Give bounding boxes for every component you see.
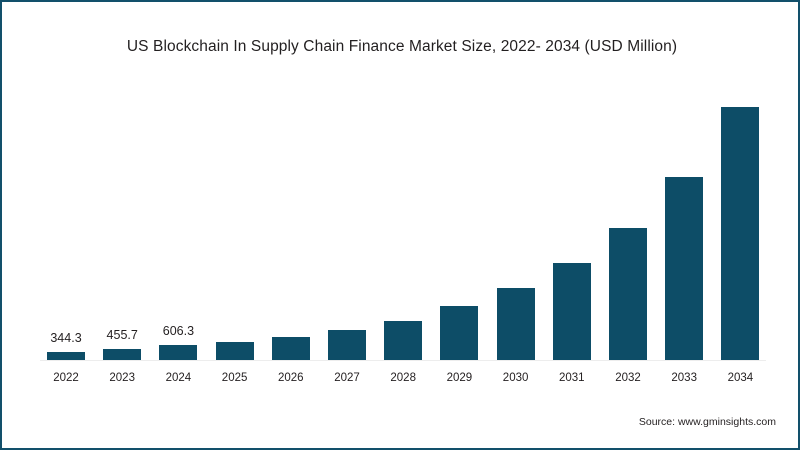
bar-column-2027[interactable] xyxy=(319,72,375,360)
bar-2024[interactable] xyxy=(159,345,198,360)
x-axis-label-2034: 2034 xyxy=(727,372,754,384)
bar-column-2029[interactable] xyxy=(431,72,487,360)
x-axis-label-2033: 2033 xyxy=(671,372,697,384)
bar-2023[interactable] xyxy=(103,349,142,360)
bar-column-2026[interactable] xyxy=(263,72,319,360)
x-axis-label-2029: 2029 xyxy=(446,372,473,384)
bar-column-2031[interactable] xyxy=(544,72,600,360)
bar-column-2022[interactable] xyxy=(38,72,94,360)
bar-column-2032[interactable] xyxy=(600,72,656,360)
bar-column-2033[interactable] xyxy=(656,72,712,360)
x-axis-label-2026: 2026 xyxy=(278,372,304,384)
bar-value-label-2022: 344.3 xyxy=(50,331,82,345)
page-title: US Blockchain In Supply Chain Finance Ma… xyxy=(126,38,678,55)
bar-2025[interactable] xyxy=(215,342,254,360)
x-axis-label-2031: 2031 xyxy=(559,372,585,384)
bar-column-2024[interactable] xyxy=(150,72,206,360)
x-axis-label-2025: 2025 xyxy=(221,372,248,384)
bar-value-label-2023: 455.7 xyxy=(106,328,138,342)
x-axis-label-2030: 2030 xyxy=(502,372,529,384)
x-axis-label-2032: 2032 xyxy=(615,372,641,384)
source-attribution: Source: www.gminsights.com xyxy=(638,416,776,428)
bar-2028[interactable] xyxy=(384,321,423,360)
x-axis-label-2027: 2027 xyxy=(334,372,360,384)
bar-column-2030[interactable] xyxy=(488,72,544,360)
x-axis-line xyxy=(40,360,766,361)
bar-2031[interactable] xyxy=(552,263,591,360)
bar-2032[interactable] xyxy=(609,228,647,360)
bar-column-2028[interactable] xyxy=(375,72,431,360)
bar-2033[interactable] xyxy=(665,177,704,360)
bar-2027[interactable] xyxy=(328,330,366,360)
bar-column-2025[interactable] xyxy=(207,72,263,360)
bar-2022[interactable] xyxy=(47,352,85,360)
bar-2030[interactable] xyxy=(496,288,535,360)
bar-2034[interactable] xyxy=(721,107,760,360)
bar-2026[interactable] xyxy=(271,337,310,360)
x-axis-label-2023: 2023 xyxy=(109,372,135,384)
bar-2029[interactable] xyxy=(440,306,479,360)
x-axis-label-2022: 2022 xyxy=(53,372,79,384)
bar-value-label-2024: 606.3 xyxy=(162,324,195,338)
x-axis-label-2028: 2028 xyxy=(390,372,416,384)
x-axis-label-2024: 2024 xyxy=(165,372,192,384)
bar-column-2034[interactable] xyxy=(712,72,768,360)
bar-column-2023[interactable] xyxy=(94,72,150,360)
